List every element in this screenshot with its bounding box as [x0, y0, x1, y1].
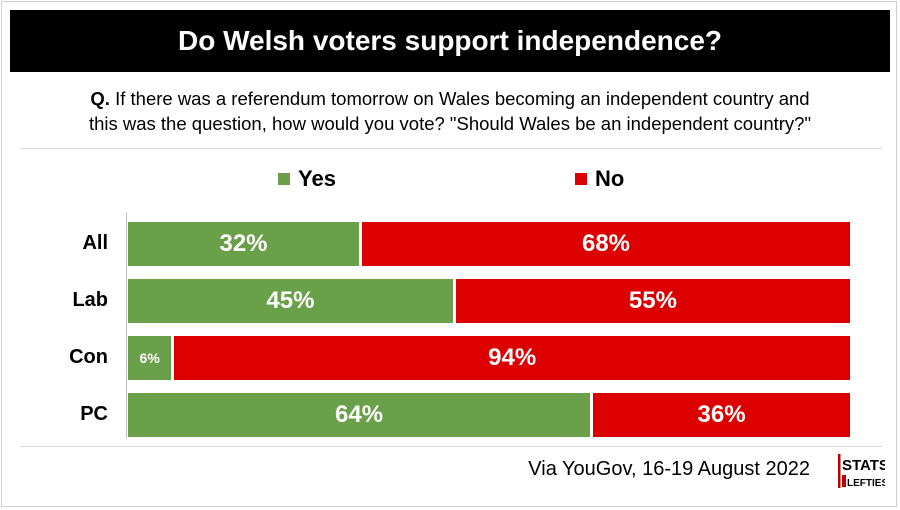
bar-no-con: 94%	[171, 336, 850, 380]
bar-no-lab: 55%	[452, 279, 850, 323]
svg-text:STATS: STATS	[842, 457, 885, 474]
question-line-2: this was the question, how would you vot…	[88, 113, 812, 134]
bar-yes-all: 32%	[128, 222, 360, 266]
question-text: Q. If there was a referendum tomorrow on…	[10, 86, 890, 136]
bar-yes-pc: 64%	[128, 393, 591, 437]
legend-no-label: No	[595, 166, 625, 191]
data-label-no-con: 94%	[488, 344, 537, 371]
legend-no-swatch	[575, 173, 587, 185]
legend-yes-swatch	[278, 173, 290, 185]
category-label-pc: PC	[80, 403, 108, 425]
bar-no-pc: 36%	[590, 393, 850, 437]
svg-text:LEFTIES: LEFTIES	[847, 478, 885, 489]
category-label-lab: Lab	[72, 289, 108, 311]
legend-no: No	[575, 166, 624, 192]
category-axis	[126, 212, 127, 438]
data-label-yes-all: 32%	[219, 230, 268, 257]
legend-yes-label: Yes	[298, 166, 336, 191]
bar-no-all: 68%	[359, 222, 850, 266]
source-note: Via YouGov, 16-19 August 2022	[528, 458, 810, 480]
chart-title: Do Welsh voters support independence?	[10, 10, 890, 72]
question-line-1: If there was a referendum tomorrow on Wa…	[115, 88, 810, 109]
data-label-yes-pc: 64%	[335, 401, 384, 428]
question-prefix: Q.	[90, 88, 110, 109]
data-label-yes-con: 6%	[139, 350, 160, 366]
data-label-no-all: 68%	[581, 230, 631, 257]
legend-yes: Yes	[278, 166, 336, 192]
divider-bottom	[20, 446, 882, 447]
stats-for-lefties-logo: STATS LEFTIES	[838, 454, 885, 489]
category-label-con: Con	[69, 346, 108, 368]
chart-title-text: Do Welsh voters support independence?	[177, 25, 722, 56]
data-label-yes-lab: 45%	[266, 287, 315, 314]
bar-yes-con: 6%	[128, 336, 172, 380]
data-label-no-pc: 36%	[697, 401, 746, 428]
category-label-all: All	[82, 232, 108, 254]
divider-top	[20, 148, 882, 149]
bar-yes-lab: 45%	[128, 279, 453, 323]
data-label-no-lab: 55%	[628, 287, 677, 314]
